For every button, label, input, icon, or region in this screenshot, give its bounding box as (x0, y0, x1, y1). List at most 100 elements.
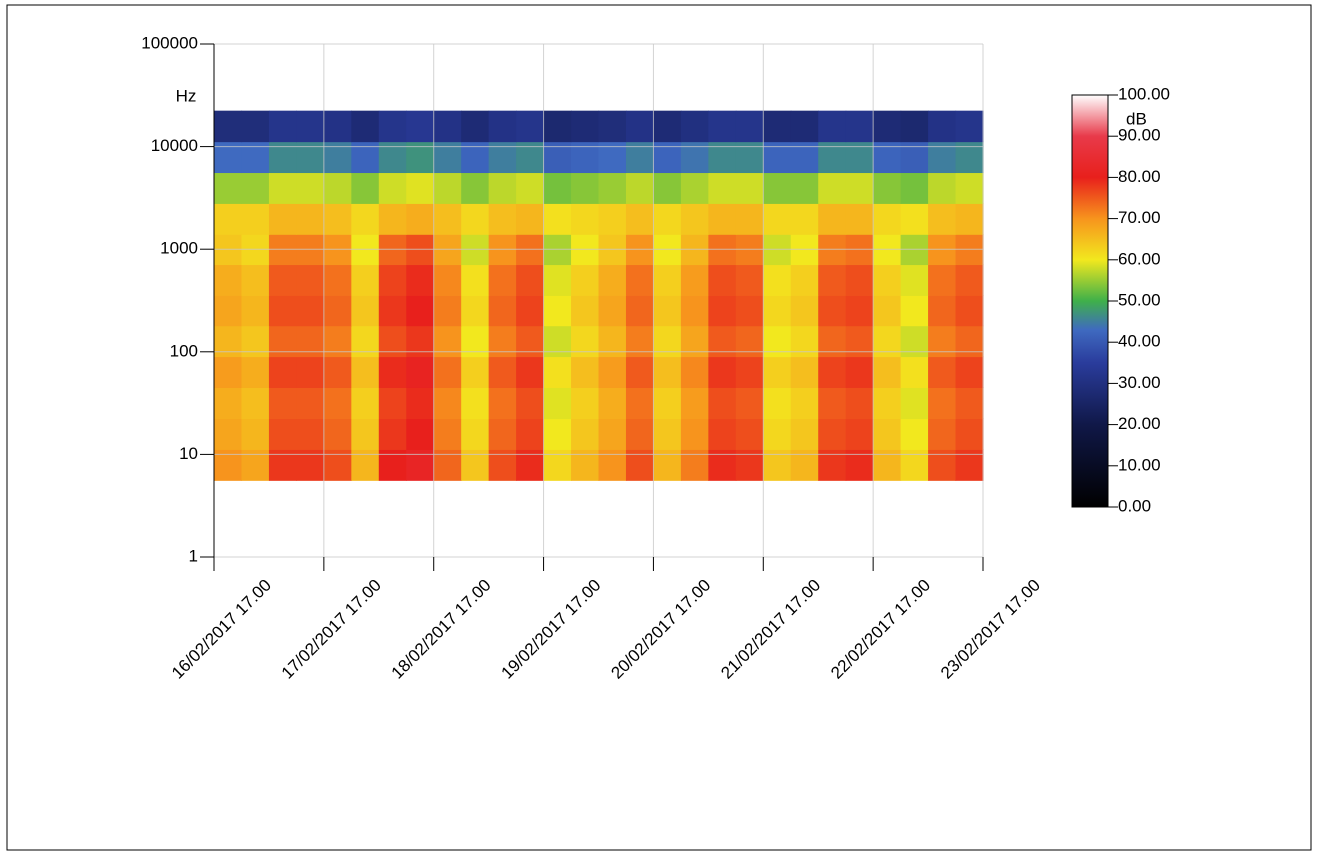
heatmap-cell (708, 172, 737, 204)
heatmap-cell (433, 418, 462, 450)
y-tick-label: 100000 (141, 33, 198, 52)
y-tick-label: 1 (189, 546, 198, 565)
heatmap-cell (406, 172, 435, 204)
heatmap-cell (268, 172, 297, 204)
heatmap-cell (708, 325, 737, 358)
heatmap-cell (516, 264, 545, 296)
heatmap-cell (598, 110, 627, 143)
heatmap-cell (351, 172, 380, 204)
heatmap-cell (955, 295, 984, 327)
heatmap-cell (214, 264, 243, 296)
heatmap-cell (378, 387, 407, 420)
heatmap-cell (214, 418, 243, 450)
colorbar-tick-label: 90.00 (1118, 126, 1161, 145)
heatmap-cell (241, 172, 270, 204)
heatmap-cell (845, 387, 874, 420)
colorbar-tick-label: 70.00 (1118, 208, 1161, 227)
heatmap-cell (763, 172, 792, 204)
heatmap-cell (268, 418, 297, 450)
heatmap-cell (296, 172, 325, 204)
heatmap-cell (735, 264, 764, 296)
heatmap-cell (653, 264, 682, 296)
heatmap-cell (708, 203, 737, 235)
heatmap-cell (708, 387, 737, 420)
heatmap-cell (296, 356, 325, 388)
heatmap-cell (268, 356, 297, 388)
heatmap-cell (323, 264, 352, 296)
heatmap-cell (543, 295, 572, 327)
heatmap-cell (735, 325, 764, 358)
heatmap-cell (845, 203, 874, 235)
heatmap-cell (818, 110, 847, 143)
heatmap-cell (296, 264, 325, 296)
heatmap-cell (763, 418, 792, 450)
heatmap-cell (955, 325, 984, 358)
heatmap-cell (708, 418, 737, 450)
heatmap-cell (955, 356, 984, 388)
heatmap-cell (873, 264, 902, 296)
heatmap-cell (406, 295, 435, 327)
heatmap-cell (571, 325, 600, 358)
heatmap-cell (214, 203, 243, 235)
y-tick-label: 10000 (151, 136, 198, 155)
heatmap-cell (955, 387, 984, 420)
heatmap-cell (625, 203, 655, 235)
heatmap-cell (900, 325, 929, 358)
heatmap-cell (571, 110, 600, 143)
heatmap-cell (845, 295, 874, 327)
heatmap-cell (571, 387, 600, 420)
heatmap-cell (296, 418, 325, 450)
heatmap-cell (543, 325, 572, 358)
heatmap-cell (214, 387, 243, 420)
heatmap-cell (598, 387, 627, 420)
heatmap-cell (818, 203, 847, 235)
x-tick-label: 20/02/2017 17.00 (607, 576, 714, 683)
heatmap-cell (653, 110, 682, 143)
heatmap-cell (351, 387, 380, 420)
heatmap-cell (900, 295, 929, 327)
heatmap-cell (378, 264, 407, 296)
heatmap-cell (214, 295, 243, 327)
heatmap-cell (790, 264, 819, 296)
heatmap-cell (900, 203, 929, 235)
heatmap-cell (790, 203, 819, 235)
heatmap-cell (598, 172, 627, 204)
heatmap-cell (268, 264, 297, 296)
heatmap-cell (598, 418, 627, 450)
heatmap-cell (516, 295, 545, 327)
heatmap-cell (873, 203, 902, 235)
heatmap-cell (323, 418, 352, 450)
heatmap-cell (323, 295, 352, 327)
heatmap-cell (351, 264, 380, 296)
heatmap-cell (323, 172, 352, 204)
heatmap-cell (625, 110, 655, 143)
heatmap-cell (378, 172, 407, 204)
heatmap-cell (296, 295, 325, 327)
heatmap-cell (928, 110, 957, 143)
heatmap-cell (735, 418, 764, 450)
heatmap-cell (708, 356, 737, 388)
heatmap-cell (543, 203, 572, 235)
heatmap-cell (845, 356, 874, 388)
x-tick-label: 22/02/2017 17.00 (827, 576, 934, 683)
heatmap-cell (818, 418, 847, 450)
heatmap-cell (488, 418, 517, 450)
heatmap-cell (763, 110, 792, 143)
heatmap-cell (845, 172, 874, 204)
heatmap-cell (735, 172, 764, 204)
heatmap-cell (543, 110, 572, 143)
heatmap-cell (625, 418, 655, 450)
heatmap-cell (543, 418, 572, 450)
heatmap-cell (900, 387, 929, 420)
heatmap-cell (735, 110, 764, 143)
heatmap-cell (790, 110, 819, 143)
heatmap-cell (543, 387, 572, 420)
heatmap-cell (433, 325, 462, 358)
heatmap-cell (680, 356, 709, 388)
heatmap-cell (900, 356, 929, 388)
heatmap-cell (516, 203, 545, 235)
heatmap-cell (488, 110, 517, 143)
heatmap-cell (488, 356, 517, 388)
heatmap-cell (928, 203, 957, 235)
heatmap-cell (461, 418, 490, 450)
